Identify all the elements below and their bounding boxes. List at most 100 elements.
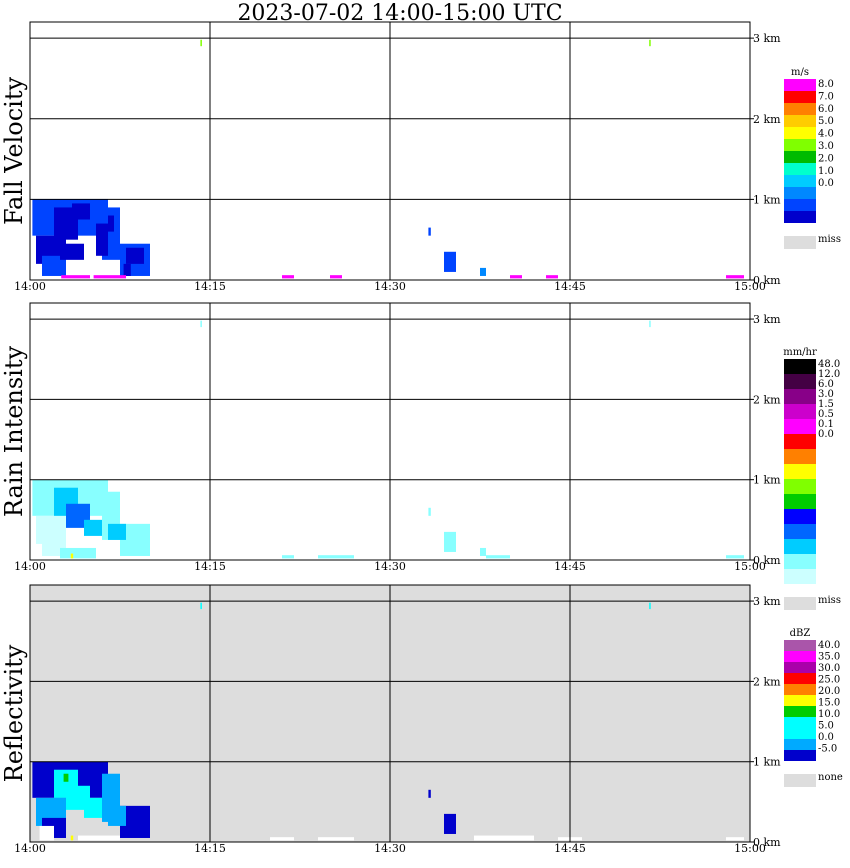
legend-swatch [784, 187, 816, 199]
legend-label: -5.0 [818, 744, 837, 755]
legend-swatch [784, 449, 816, 464]
plot-frame [29, 302, 751, 561]
legend-swatch [784, 175, 816, 187]
legend-swatch [784, 695, 816, 706]
data-cell [428, 227, 431, 236]
legend-swatch [784, 524, 816, 539]
legend-label: 30.0 [818, 663, 840, 674]
legend-label: 5.0 [818, 116, 834, 127]
data-cell [282, 555, 294, 559]
legend-label: 35.0 [818, 652, 840, 663]
legend-swatch [784, 91, 816, 103]
y-tick-label: 3 km [753, 313, 781, 326]
legend-swatch [784, 434, 816, 449]
data-cell [270, 837, 294, 841]
data-cell [480, 267, 486, 276]
data-cell [474, 835, 534, 841]
legend-swatch [784, 374, 816, 389]
legend-label: 1.5 [818, 399, 834, 410]
x-tick-label: 14:30 [374, 842, 406, 855]
x-tick-label: 15:00 [734, 842, 766, 855]
legend-label: 8.0 [818, 79, 834, 90]
legend-label: 0.5 [818, 409, 834, 420]
legend-swatch [784, 509, 816, 524]
y-tick-label: 1 km [753, 756, 781, 769]
x-tick-label: 14:00 [14, 280, 46, 293]
legend-label: 1.0 [818, 166, 834, 177]
data-cell [60, 547, 96, 559]
y-axis-title: Rain Intensity [0, 346, 28, 518]
legend-swatch [784, 554, 816, 569]
legend-label: 15.0 [818, 698, 840, 709]
data-cell [72, 203, 90, 220]
legend-swatch [784, 127, 816, 139]
data-cell [200, 39, 202, 47]
legend-miss-swatch [784, 597, 816, 610]
x-tick-label: 14:45 [554, 280, 586, 293]
legend-label: 2.0 [818, 153, 834, 164]
data-cell [126, 247, 144, 264]
legend-swatch [784, 389, 816, 404]
data-cell [61, 275, 90, 279]
legend-swatch [784, 494, 816, 509]
x-tick-label: 14:30 [374, 280, 406, 293]
y-tick-label: 2 km [753, 393, 781, 406]
legend-unit: m/s [791, 67, 809, 78]
legend-swatch [784, 139, 816, 151]
data-cell [444, 531, 456, 552]
data-cell [726, 555, 744, 559]
data-cell [200, 320, 202, 328]
y-tick-label: 2 km [753, 113, 781, 126]
data-cell [200, 602, 202, 610]
legend-swatch [784, 479, 816, 494]
legend-miss-swatch [784, 774, 816, 787]
data-cell [78, 835, 120, 841]
legend-miss-label: none [818, 772, 843, 783]
data-cell [63, 773, 69, 782]
legend-swatch [784, 151, 816, 163]
legend-swatch [784, 211, 816, 223]
data-cell [96, 223, 108, 256]
legend-swatch [784, 651, 816, 662]
legend-swatch [784, 728, 816, 739]
y-tick-label: 0 km [753, 274, 781, 287]
data-cell [108, 805, 126, 826]
legend-swatch [784, 684, 816, 695]
legend-swatch [784, 706, 816, 717]
data-cell [93, 275, 126, 279]
legend-label: 48.0 [818, 359, 840, 370]
legend-swatch [784, 464, 816, 479]
legend-miss-swatch [784, 236, 816, 249]
legend-swatch [784, 79, 816, 91]
data-cell [649, 39, 651, 47]
x-tick-label: 14:15 [194, 560, 226, 573]
x-tick-label: 14:00 [14, 842, 46, 855]
data-cell [486, 555, 510, 559]
data-cell [428, 507, 431, 516]
data-cell [444, 251, 456, 272]
y-tick-label: 1 km [753, 474, 781, 487]
legend-swatch [784, 115, 816, 127]
data-cell [726, 837, 744, 841]
plot-frame [29, 21, 751, 281]
legend-miss-label: miss [818, 595, 841, 606]
legend-label: 4.0 [818, 129, 834, 140]
legend-swatch [784, 163, 816, 175]
legend-miss-label: miss [818, 234, 841, 245]
legend-label: 6.0 [818, 379, 834, 390]
data-cell [84, 797, 102, 818]
legend-label: 3.0 [818, 389, 834, 400]
legend-label: 25.0 [818, 675, 840, 686]
data-cell [70, 553, 74, 559]
legend-swatch [784, 739, 816, 750]
data-cell [444, 813, 456, 834]
data-cell [42, 255, 66, 276]
legend-label: 0.0 [818, 732, 834, 743]
y-axis-title: Fall Velocity [0, 77, 28, 226]
legend-swatch [784, 419, 816, 434]
x-tick-label: 14:45 [554, 560, 586, 573]
legend-label: 12.0 [818, 369, 840, 380]
data-cell [108, 215, 114, 232]
data-cell [282, 275, 294, 279]
legend-swatch [784, 662, 816, 673]
